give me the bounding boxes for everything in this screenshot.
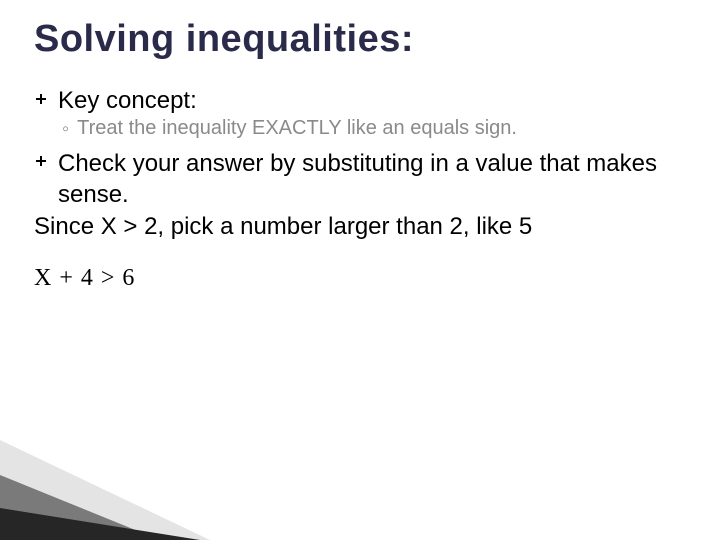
bullet-row-check: Check your answer by substituting in a v… <box>34 149 686 210</box>
check-line1: Check your answer by substituting in a v… <box>58 149 686 210</box>
sub-bullet-row: ◦ Treat the inequality EXACTLY like an e… <box>34 117 686 141</box>
decorative-corner <box>0 420 260 540</box>
sub-bullet-icon: ◦ <box>62 117 69 141</box>
bullet-icon <box>34 149 48 167</box>
bullet-text: Key concept: <box>58 87 197 115</box>
check-line2: Since X > 2, pick a number larger than 2… <box>34 212 686 243</box>
slide-title: Solving inequalities: <box>34 18 686 61</box>
bullet-icon <box>34 87 48 105</box>
bullet-row-key-concept: Key concept: <box>34 87 686 115</box>
sub-bullet-text: Treat the inequality EXACTLY like an equ… <box>77 117 517 140</box>
equation: X + 4 > 6 <box>34 265 686 292</box>
check-block: Check your answer by substituting in a v… <box>34 149 686 243</box>
slide: Solving inequalities: Key concept: ◦ Tre… <box>0 0 720 540</box>
